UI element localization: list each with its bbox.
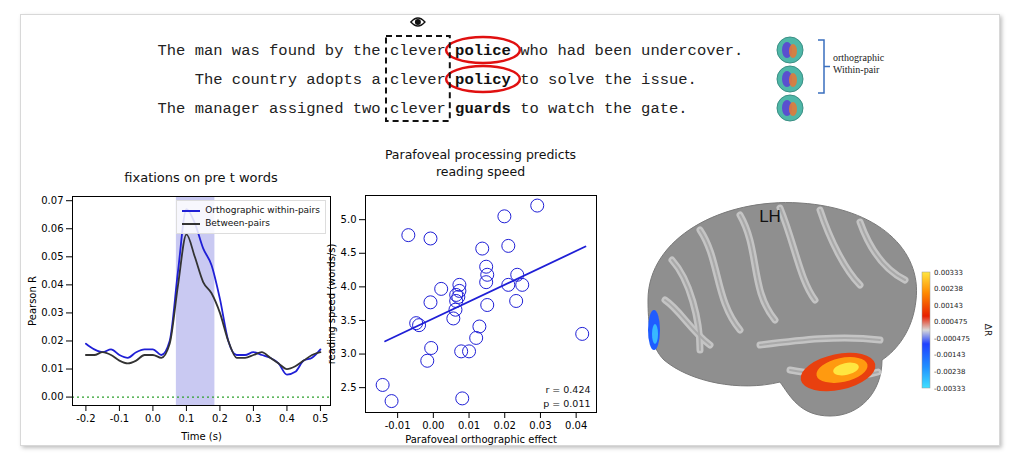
svg-text:0.00143: 0.00143 xyxy=(934,302,963,310)
svg-text:clever: clever xyxy=(390,71,446,89)
svg-text:4.5: 4.5 xyxy=(341,247,357,258)
svg-text:0.1: 0.1 xyxy=(178,413,194,424)
svg-text:clever: clever xyxy=(390,42,446,60)
svg-text:5.0: 5.0 xyxy=(341,214,357,225)
svg-text:-0.2: -0.2 xyxy=(76,413,96,424)
svg-text:0.02: 0.02 xyxy=(41,335,63,346)
svg-text:-0.000475: -0.000475 xyxy=(934,335,970,343)
svg-text:-0.00143: -0.00143 xyxy=(934,351,965,359)
svg-text:3.0: 3.0 xyxy=(341,348,357,359)
svg-text:-0.00238: -0.00238 xyxy=(934,368,965,376)
svg-text:0.4: 0.4 xyxy=(279,413,295,424)
html-text:Orthographic within-pairs: Orthographic within-pairs xyxy=(205,205,320,215)
svg-text:Time (s): Time (s) xyxy=(180,431,222,442)
svg-text:0.3: 0.3 xyxy=(245,413,261,424)
svg-text:Parafoveal orthographic effect: Parafoveal orthographic effect xyxy=(405,434,557,445)
svg-text:0.0: 0.0 xyxy=(145,413,161,424)
html-text:fixations on pre t words: fixations on pre t words xyxy=(124,170,278,185)
svg-text:to solve the issue.: to solve the issue. xyxy=(520,71,697,89)
svg-text:0.00: 0.00 xyxy=(41,391,63,402)
svg-text:-0.1: -0.1 xyxy=(110,413,130,424)
svg-text:0.01: 0.01 xyxy=(458,420,480,431)
svg-text:2.5: 2.5 xyxy=(341,382,357,393)
svg-text:0.00: 0.00 xyxy=(422,420,444,431)
svg-text:0.2: 0.2 xyxy=(212,413,228,424)
svg-text:3.5: 3.5 xyxy=(341,315,357,326)
svg-text:0.06: 0.06 xyxy=(41,223,63,234)
svg-text:Within-pair: Within-pair xyxy=(833,64,880,75)
svg-text:0.03: 0.03 xyxy=(529,420,551,431)
svg-text:guards: guards xyxy=(455,100,511,118)
svg-text:to watch the gate.: to watch the gate. xyxy=(520,100,687,118)
svg-text:LH: LH xyxy=(759,207,781,226)
svg-text:policy: policy xyxy=(455,71,511,89)
svg-text:orthographic: orthographic xyxy=(833,52,885,63)
svg-text:The man was found by the: The man was found by the xyxy=(157,42,380,60)
svg-text:0.03: 0.03 xyxy=(41,307,63,318)
svg-text:clever: clever xyxy=(390,100,446,118)
svg-text:The manager assigned two: The manager assigned two xyxy=(157,100,380,118)
svg-text:0.07: 0.07 xyxy=(41,195,63,206)
svg-text:ΔR: ΔR xyxy=(983,324,993,336)
svg-text:The country adopts a: The country adopts a xyxy=(195,71,381,89)
html-text:reading speed: reading speed xyxy=(435,164,526,179)
svg-text:0.01: 0.01 xyxy=(41,363,63,374)
svg-text:r = 0.424: r = 0.424 xyxy=(545,384,590,395)
svg-text:4.0: 4.0 xyxy=(341,281,357,292)
svg-text:0.00238: 0.00238 xyxy=(934,285,963,293)
svg-text:0.00333: 0.00333 xyxy=(934,269,963,277)
svg-text:0.04: 0.04 xyxy=(565,420,587,431)
svg-text:-0.01: -0.01 xyxy=(385,420,411,431)
svg-text:0.5: 0.5 xyxy=(312,413,328,424)
svg-text:-0.00333: -0.00333 xyxy=(934,385,965,393)
svg-text:0.000475: 0.000475 xyxy=(934,318,967,326)
svg-text:Pearson R: Pearson R xyxy=(27,276,38,326)
html-text:Parafoveal processing predicts: Parafoveal processing predicts xyxy=(384,147,577,162)
svg-text:police: police xyxy=(455,42,511,60)
svg-text:0.04: 0.04 xyxy=(41,279,63,290)
svg-text:reading speed (words/s): reading speed (words/s) xyxy=(326,244,337,365)
svg-text:p = 0.011: p = 0.011 xyxy=(543,398,590,409)
svg-text:who had been undercover.: who had been undercover. xyxy=(520,42,743,60)
svg-text:0.05: 0.05 xyxy=(41,251,63,262)
html-text:Between-pairs: Between-pairs xyxy=(205,218,270,228)
svg-text:0.02: 0.02 xyxy=(494,420,516,431)
